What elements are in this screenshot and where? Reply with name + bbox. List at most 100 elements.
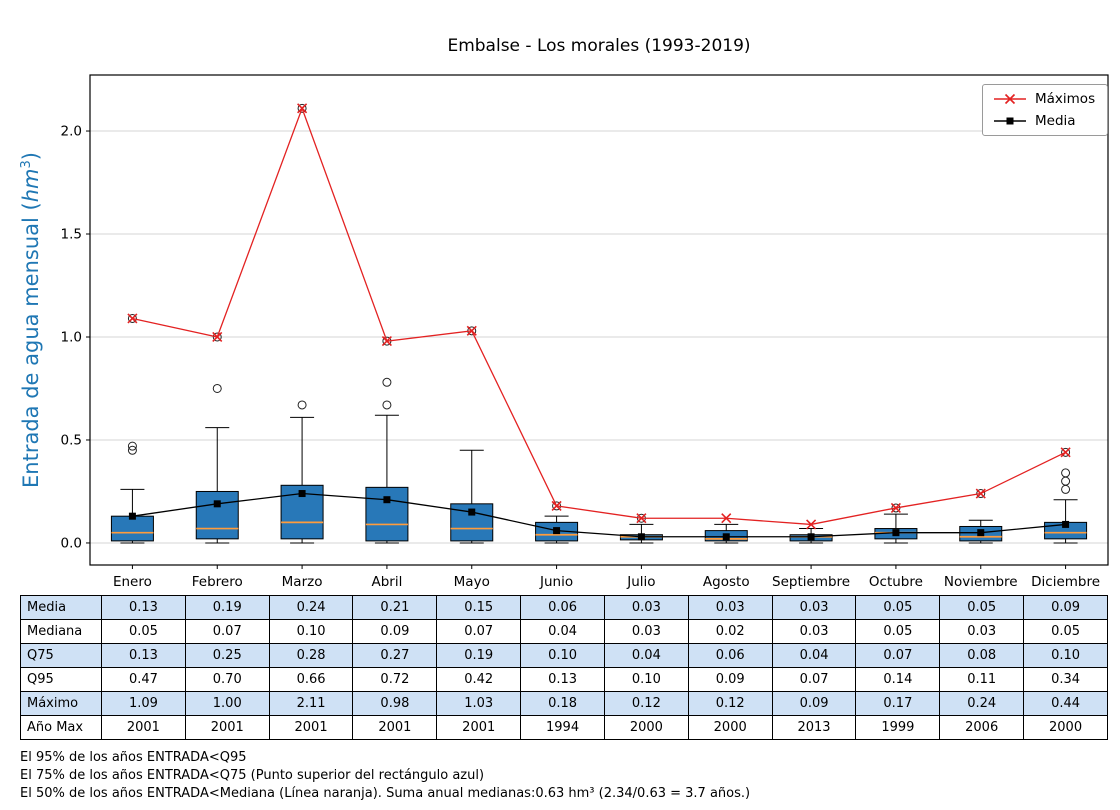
- outlier-marker: [127, 313, 137, 323]
- x-tick-label: Noviembre: [944, 574, 1018, 590]
- value-cell: 2001: [101, 715, 186, 740]
- value-cell: 2000: [603, 715, 689, 740]
- value-cell: 1.03: [436, 691, 522, 716]
- outlier-marker: [297, 103, 307, 113]
- outlier-marker: [297, 400, 307, 410]
- value-cell: 0.27: [352, 643, 438, 668]
- media-line-icon: [994, 117, 1026, 125]
- value-cell: 0.03: [939, 619, 1025, 644]
- value-cell: 0.24: [268, 595, 354, 620]
- x-tick-label: Diciembre: [1031, 574, 1100, 590]
- box-group: [1044, 447, 1088, 544]
- value-cell: 0.09: [352, 619, 438, 644]
- value-cell: 0.05: [855, 595, 941, 620]
- max-marker: [212, 331, 223, 343]
- value-cell: 0.02: [687, 619, 773, 644]
- value-cell: 0.28: [268, 643, 354, 668]
- outlier-marker: [382, 377, 392, 387]
- value-cell: 1.09: [101, 691, 186, 716]
- plot-background: [90, 75, 1108, 565]
- table-row: Q75 0.13 0.25 0.28 0.27 0.19 0.10 0.04 0.06 0.04 0…: [20, 643, 1108, 668]
- value-cell: 0.03: [771, 619, 857, 644]
- value-cell: 0.03: [603, 595, 689, 620]
- value-cell: 2000: [1023, 715, 1108, 740]
- stats-table: Media 0.13 0.19 0.24 0.21 0.15 0.06 0.03 0.03 0.0…: [20, 595, 1108, 740]
- mean-marker: [128, 512, 136, 520]
- outlier-marker: [212, 332, 222, 342]
- mean-marker: [298, 490, 306, 498]
- footnote-q75: El 75% de los años ENTRADA<Q75 (Punto su…: [20, 768, 485, 783]
- legend-item-media: Media: [992, 113, 1095, 129]
- mean-marker: [213, 500, 221, 508]
- x-tick-label: Octubre: [869, 574, 923, 590]
- mean-marker: [977, 529, 985, 537]
- value-cell: 0.04: [520, 619, 605, 644]
- outlier-marker: [127, 441, 137, 451]
- value-cell: 2006: [939, 715, 1025, 740]
- value-cell: 0.17: [855, 691, 941, 716]
- maximos-line-icon: [994, 93, 1026, 105]
- value-cell: 0.07: [855, 643, 941, 668]
- value-cell: 2.11: [268, 691, 354, 716]
- value-cell: 0.66: [268, 667, 354, 692]
- box-group: [195, 332, 239, 544]
- row-label-cell: Máximo: [20, 691, 102, 716]
- value-cell: 0.10: [268, 619, 354, 644]
- y-tick-label: 1.5: [61, 227, 82, 243]
- legend-label-media: Media: [1035, 113, 1076, 129]
- value-cell: 0.14: [855, 667, 941, 692]
- max-marker: [1060, 447, 1071, 458]
- max-marker: [381, 336, 392, 347]
- mean-line: [132, 492, 1066, 538]
- x-tick-label: Junio: [539, 574, 573, 590]
- chart-title: Embalse - Los morales (1993-2019): [447, 36, 751, 56]
- x-tick-label: Septiembre: [772, 574, 850, 590]
- footnote-q95: El 95% de los años ENTRADA<Q95: [20, 750, 247, 765]
- value-cell: 2001: [352, 715, 438, 740]
- boxplot-chart: 0.0 0.5 1.0 1.5 2.0 Enero Febrero Marzo Abril May…: [61, 74, 1109, 590]
- mean-marker: [553, 527, 561, 535]
- max-marker: [636, 513, 647, 524]
- value-cell: 0.24: [939, 691, 1025, 716]
- value-cell: 0.12: [687, 691, 773, 716]
- y-tick-label: 0.5: [61, 432, 82, 448]
- value-cell: 0.03: [771, 595, 857, 620]
- value-cell: 0.09: [687, 667, 773, 692]
- value-cell: 0.10: [1023, 643, 1108, 668]
- value-cell: 2013: [771, 715, 857, 740]
- max-marker: [466, 325, 477, 336]
- footnote-mediana: El 50% de los años ENTRADA<Mediana (Líne…: [20, 786, 751, 801]
- table-row: Año Max 2001 2001 2001 2001 2001 1994 2000 2000 2…: [20, 715, 1108, 740]
- value-cell: 0.21: [352, 595, 438, 620]
- value-cell: 0.06: [520, 595, 605, 620]
- max-marker: [890, 502, 901, 514]
- value-cell: 0.07: [184, 619, 270, 644]
- x-tick-label: Enero: [113, 574, 152, 590]
- outlier-marker: [1061, 447, 1071, 457]
- legend: Máximos Media: [982, 84, 1109, 136]
- value-cell: 0.18: [520, 691, 605, 716]
- value-cell: 0.08: [939, 643, 1025, 668]
- boxplot-box: [110, 515, 154, 542]
- x-tick-label: Mayo: [454, 574, 490, 590]
- value-cell: 0.19: [436, 643, 522, 668]
- table-row: Q95 0.47 0.70 0.66 0.72 0.42 0.13 0.10 0.09 0.07 0…: [20, 667, 1108, 692]
- row-label-cell: Mediana: [20, 619, 102, 644]
- max-marker: [975, 488, 986, 499]
- mean-marker: [468, 508, 476, 516]
- plot-border: [89, 74, 1109, 566]
- footnotes: El 95% de los años ENTRADA<Q95 El 75% de…: [20, 749, 750, 803]
- grid-and-yticks: 0.0 0.5 1.0 1.5 2.0: [61, 124, 1108, 551]
- value-cell: 0.44: [1023, 691, 1108, 716]
- value-cell: 0.72: [352, 667, 438, 692]
- value-cell: 0.15: [436, 595, 522, 620]
- box-group: [365, 336, 409, 544]
- value-cell: 0.09: [1023, 595, 1108, 620]
- value-cell: 0.07: [771, 667, 857, 692]
- value-cell: 0.98: [352, 691, 438, 716]
- legend-label-maximos: Máximos: [1035, 91, 1096, 107]
- value-cell: 0.13: [101, 595, 186, 620]
- value-cell: 0.03: [603, 619, 689, 644]
- row-label-cell: Año Max: [20, 715, 102, 740]
